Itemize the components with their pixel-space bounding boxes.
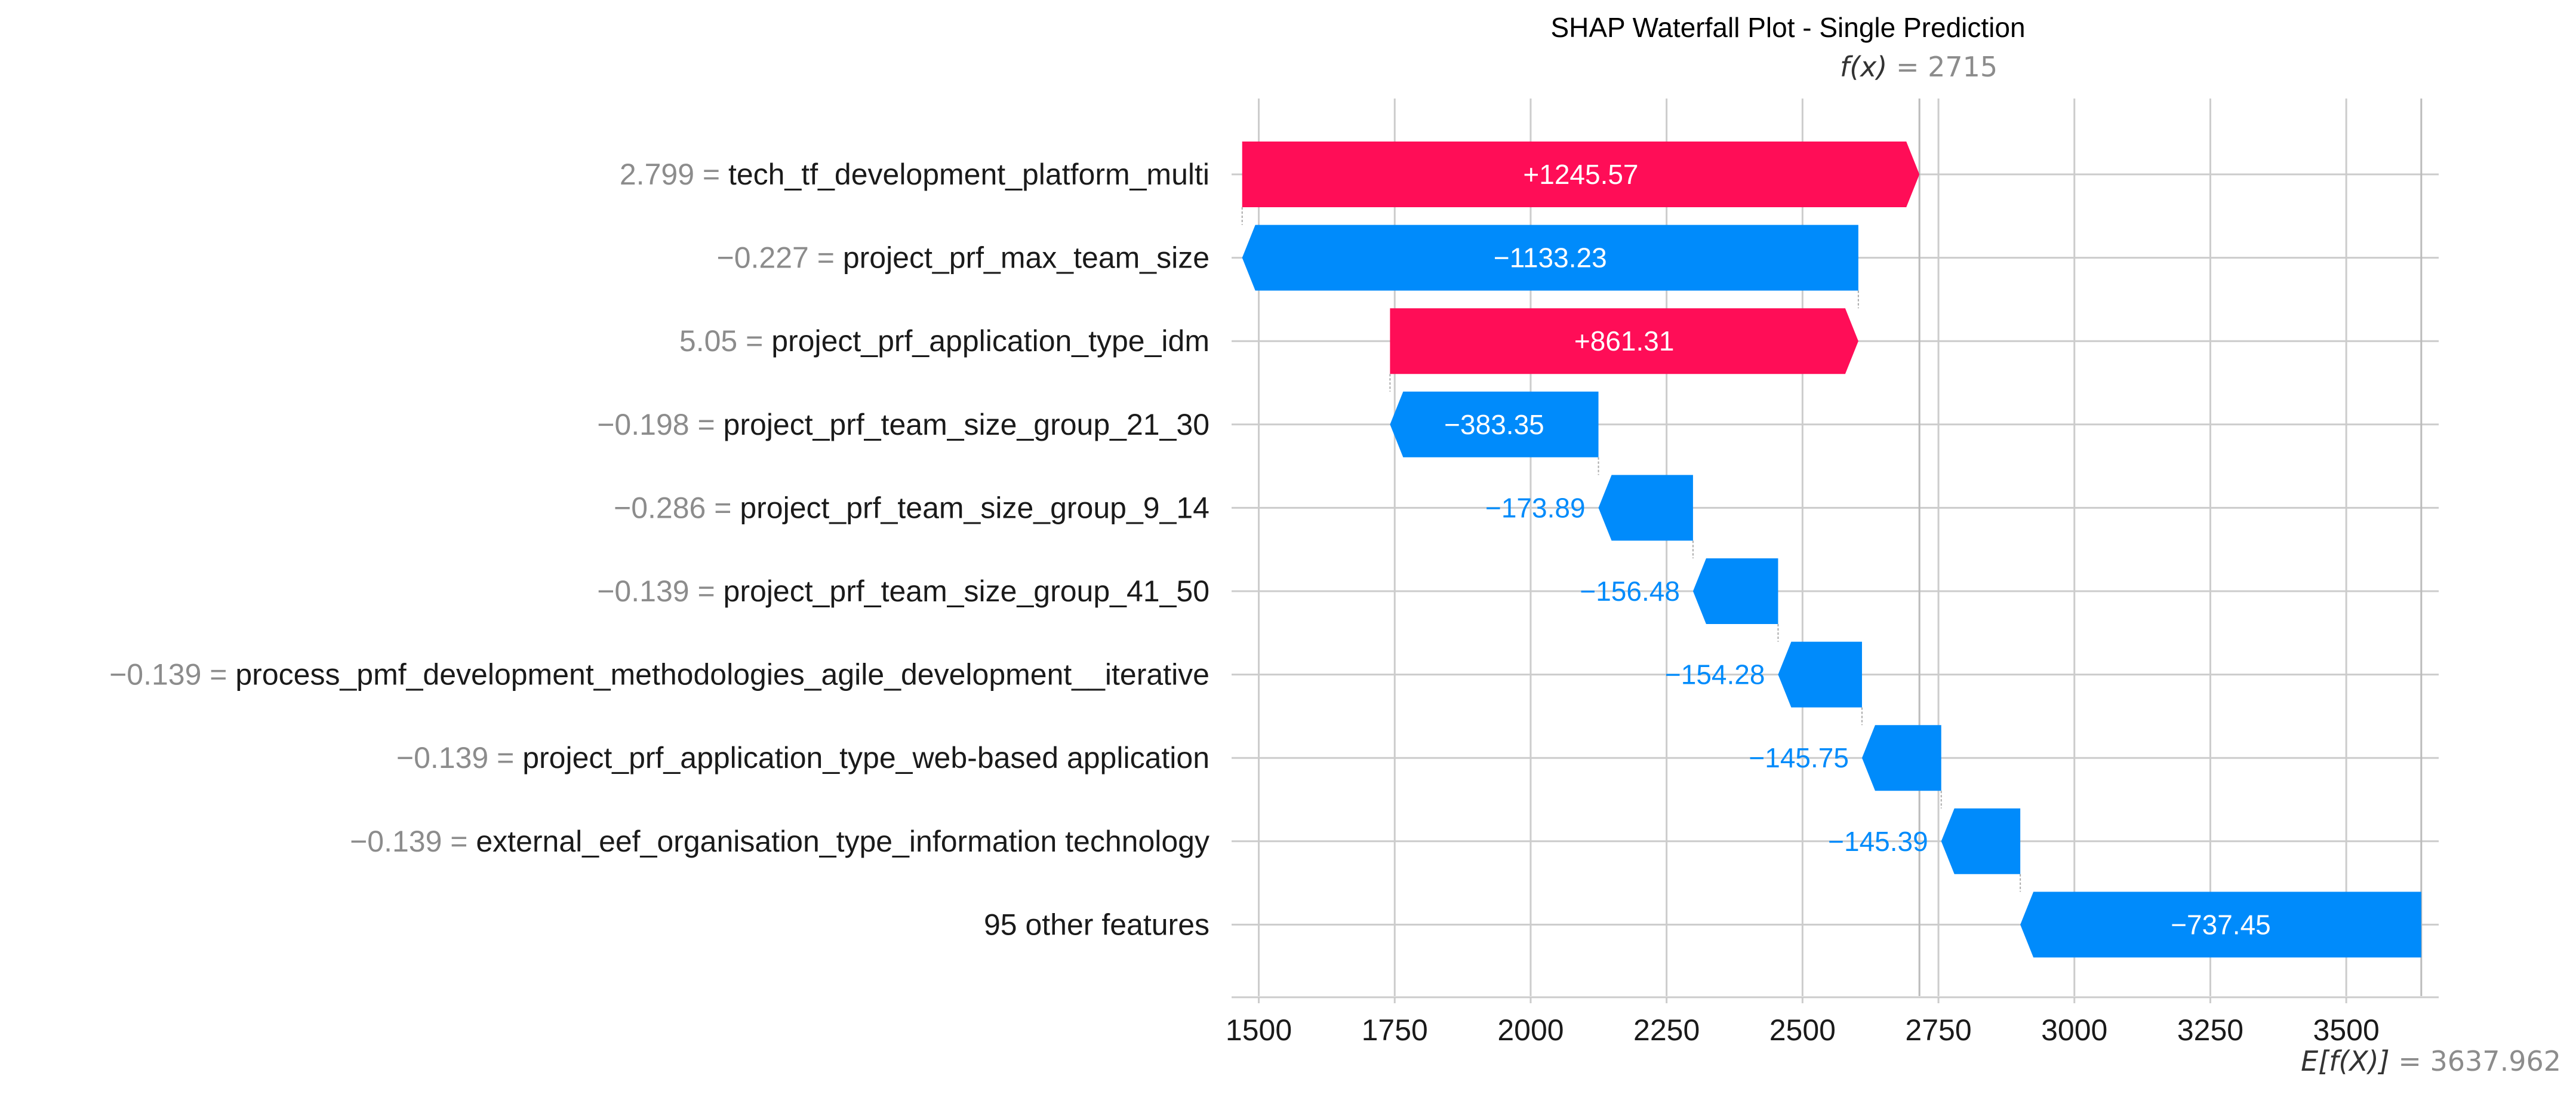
feature-value: −0.139 = [109,658,235,692]
x-tick-label: 2000 [1497,1013,1564,1047]
negative-bar [1861,725,1941,791]
x-tick-label: 2250 [1633,1013,1700,1047]
feature-labels: 2.799 = tech_tf_development_platform_mul… [109,158,1209,941]
feature-label: −0.198 = project_prf_team_size_group_21_… [597,408,1209,441]
feature-value: −0.139 = [396,741,522,775]
bar-value-label: −1133.23 [1494,242,1607,274]
negative-bar [1242,225,1858,291]
feature-value: −0.227 = [717,241,843,275]
x-tick-label: 3000 [2041,1013,2107,1047]
feature-name: project_prf_application_type_idm [771,324,1209,358]
x-tick-label: 3250 [2177,1013,2243,1047]
x-tick-label: 1500 [1226,1013,1292,1047]
bar-value-label: −145.39 [1828,826,1928,857]
feature-name: 95 other features [984,908,1209,941]
feature-name: project_prf_team_size_group_21_30 [724,408,1209,441]
feature-value: −0.139 = [597,574,723,608]
feature-label: 95 other features [984,908,1209,941]
feature-name: project_prf_application_type_web-based a… [522,741,1209,775]
ex-value: 3637.962 [2430,1045,2562,1077]
negative-bar [1941,808,2021,874]
feature-name: process_pmf_development_methodologies_ag… [235,658,1209,692]
feature-label: −0.139 = project_prf_team_size_group_41_… [597,574,1209,608]
bar-value-label: −145.75 [1749,742,1849,773]
feature-name: project_prf_team_size_group_41_50 [724,574,1209,608]
feature-value: 5.05 = [679,324,771,358]
x-axis: 1500 1750 2000 2250 2500 2750 3000 3250 3500 [1226,996,2439,1047]
ex-annotation: E[f(X)] = 3637.962 [2301,1045,2561,1077]
feature-label: −0.139 = process_pmf_development_methodo… [109,658,1209,692]
negative-bar [1778,641,1862,708]
bar-value-label: +861.31 [1574,325,1675,357]
bar-value-label: −156.48 [1580,576,1680,607]
bar-value-label: −383.35 [1444,409,1544,440]
x-tick-label: 2500 [1769,1013,1836,1047]
feature-name: project_prf_max_team_size [843,241,1209,275]
ex-label: E[f(X)] [2301,1045,2390,1077]
negative-bar [2020,892,2421,958]
positive-bar [1390,308,1858,374]
feature-label: −0.139 = external_eef_organisation_type_… [350,825,1209,858]
feature-name: project_prf_team_size_group_9_14 [740,491,1209,524]
feature-value: −0.198 = [597,408,723,441]
positive-bar [1242,142,1920,207]
feature-label: 5.05 = project_prf_application_type_idm [679,324,1209,358]
feature-label: 2.799 = tech_tf_development_platform_mul… [620,158,1209,191]
x-tick-label: 1750 [1362,1013,1428,1047]
chart-title: SHAP Waterfall Plot - Single Prediction [1550,12,2025,43]
feature-value: −0.286 = [614,491,740,524]
feature-label: −0.139 = project_prf_application_type_we… [396,741,1209,775]
feature-value: 2.799 = [620,158,728,191]
fx-value: 2715 [1928,51,1998,83]
fx-annotation: f(x) = 2715 [1840,51,1998,83]
negative-bar [1598,475,1693,541]
x-tick-label: 3500 [2313,1013,2380,1047]
feature-label: −0.286 = project_prf_team_size_group_9_1… [614,491,1209,524]
bars: +1245.57 −1133.23 +861.31 −383.35 −173.89 −15… [1241,142,2421,958]
bar-value-label: −173.89 [1485,492,1586,523]
bar-value-label: −154.28 [1665,659,1765,690]
negative-bar [1692,558,1778,624]
bar-value-label: −737.45 [2171,909,2271,940]
feature-name: external_eef_organisation_type_informati… [476,825,1209,858]
feature-name: tech_tf_development_platform_multi [728,158,1209,191]
feature-value: −0.139 = [350,825,476,858]
ex-equals: = [2398,1045,2430,1077]
fx-equals: = [1896,51,1928,83]
x-tick-label: 2750 [1905,1013,1971,1047]
feature-label: −0.227 = project_prf_max_team_size [717,241,1210,275]
negative-bar [1390,391,1599,457]
fx-label: f(x) [1840,51,1887,83]
bar-value-label: +1245.57 [1523,159,1638,190]
